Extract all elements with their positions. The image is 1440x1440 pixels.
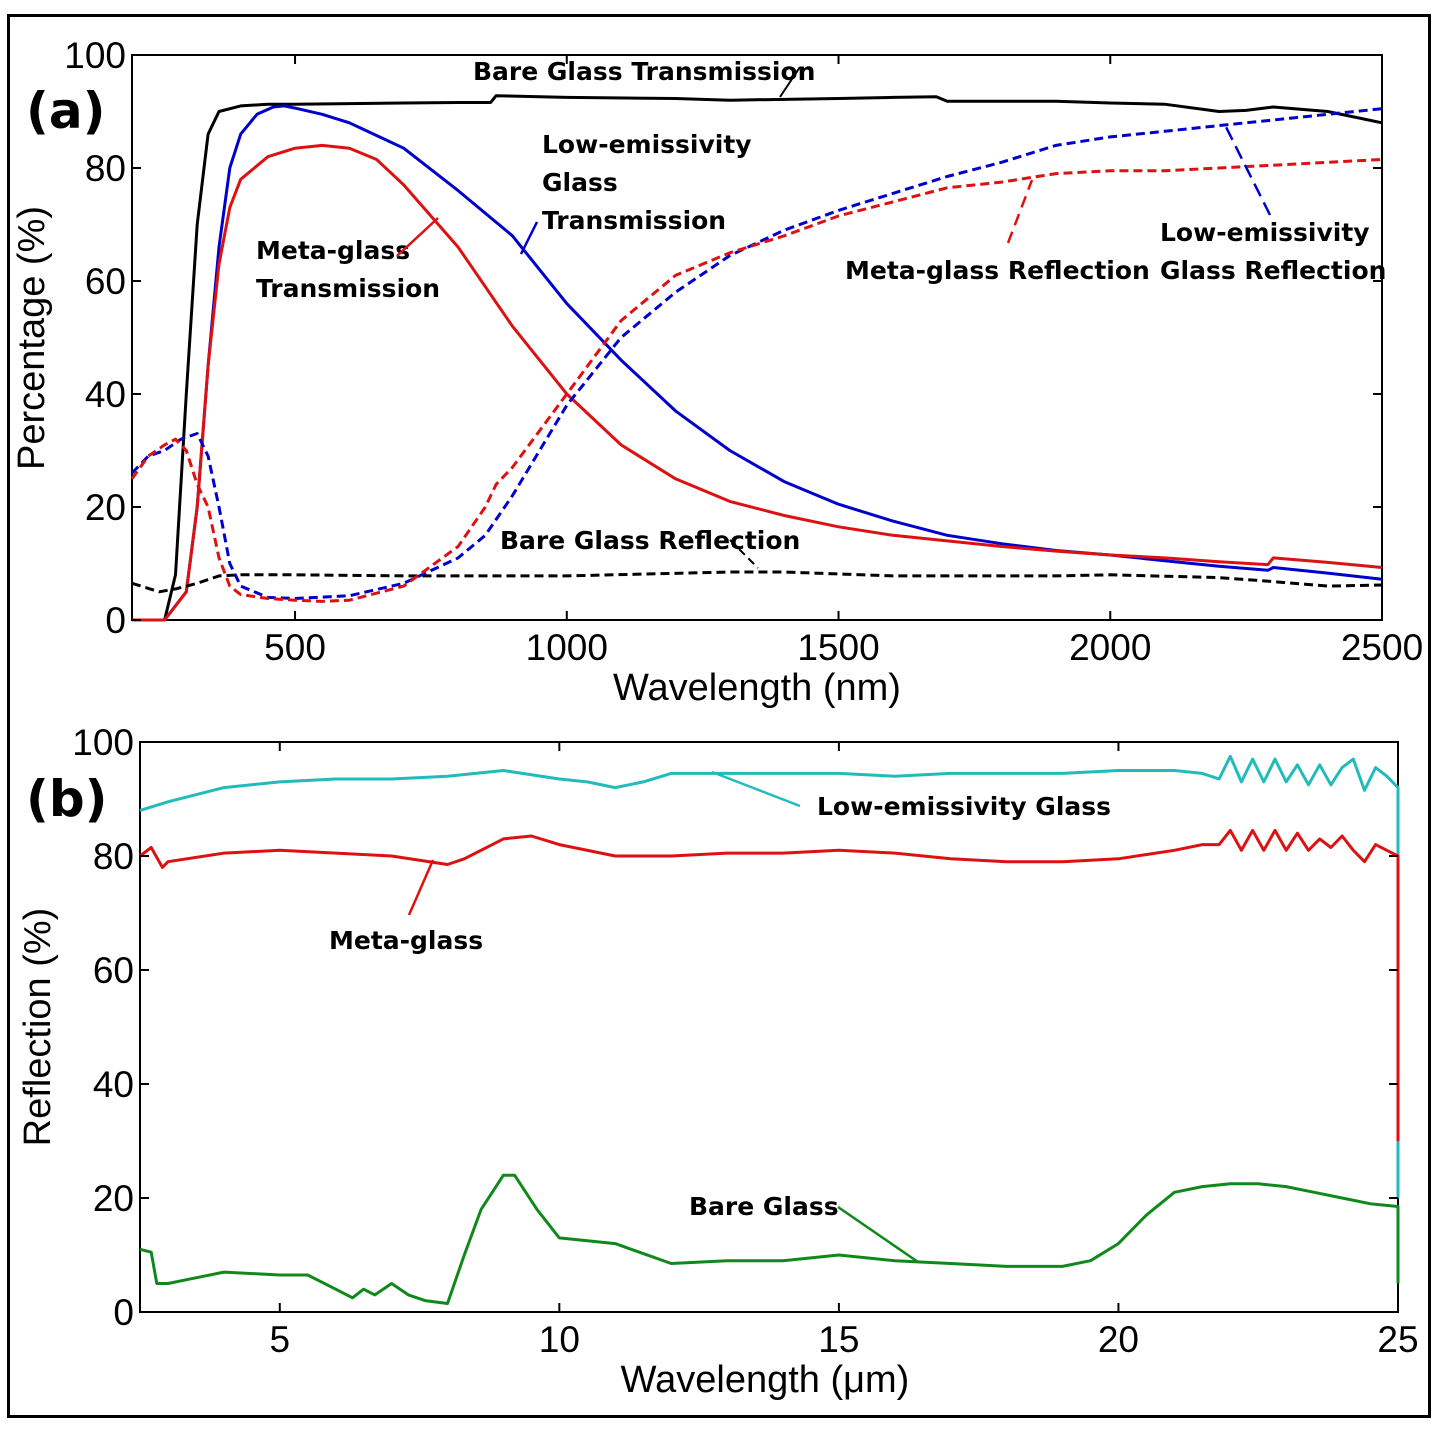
panel-a-x-tick-label: 1000 [526,627,608,668]
panel-b-x-tick-label: 25 [1377,1319,1418,1360]
panel-b-label: (b) [26,770,108,828]
annotation-meta-glass-reflection: Meta-glass Reflection [845,256,1150,285]
panel-b-plot-area [139,741,1399,1313]
panel-b-y-tick-label: 0 [113,1292,134,1333]
panel-a-y-tick-label: 100 [64,35,126,76]
panel-a-y-tick-label: 60 [85,261,126,302]
panel-a-label: (a) [26,82,105,140]
panel-a-y-tick-label: 80 [85,148,126,189]
panel-b-x-tick-label: 10 [539,1319,580,1360]
leader-bare-glass-transmission [779,66,801,98]
panel-a-x-tick-label: 1500 [797,627,879,668]
annotation-meta-glass-transmission: Meta-glass Transmission [256,236,440,303]
panel-b-x-tick-label: 5 [269,1319,290,1360]
annotation-bare-glass-reflection: Bare Glass Reflection [500,526,800,555]
panel-b-chart: 5 10 15 20 25 0 20 40 60 80 100 (b) Wavelength (μm… [17,722,1419,1401]
panel-b-y-axis-label: Reflection (%) [17,908,59,1147]
panel-b-y-tick-label: 80 [93,836,134,877]
panel-a-x-tick-label: 500 [264,627,326,668]
panel-b-y-tick-label: 40 [93,1064,134,1105]
panel-a-plot-area [131,54,1383,621]
annotation-low-e-glass: Low-emissivity Glass [817,792,1111,821]
annotation-meta-glass: Meta-glass [329,926,483,955]
leader-low-e-reflection [1223,124,1272,216]
panel-b-series-group [139,754,1400,1305]
leader-meta-glass-reflection [1006,179,1034,244]
panel-a-y-tick-label: 40 [85,374,126,415]
annotation-low-e-reflection: Low-emissivity Glass Reflection [1160,218,1386,285]
panel-a-series-bare-glass-transmission [132,94,1383,622]
panel-a-x-tick-label: 2000 [1069,627,1151,668]
panel-a-series-group [130,94,1383,622]
panel-a-series-low-emissivity-glass-reflection [130,107,1383,600]
panel-b-x-tick-label: 15 [818,1319,859,1360]
panel-b-y-tick-label: 20 [93,1178,134,1219]
panel-a-x-tick-label: 2500 [1341,627,1423,668]
panel-b-series-bare-glass [139,1173,1400,1305]
panel-b-x-tick-label: 20 [1098,1319,1139,1360]
panel-a-y-tick-label: 0 [105,600,126,641]
panel-a-chart: 500 1000 1500 2000 2500 0 20 40 60 80 100 (a) Wave… [11,35,1423,709]
panel-a-ticks-group: 500 1000 1500 2000 2500 0 20 40 60 80 100 [64,35,1423,668]
annotation-bare-glass: Bare Glass [689,1192,839,1221]
panel-a-series-meta-glass-reflection [130,158,1383,603]
panel-a-y-axis-label: Percentage (%) [11,206,53,470]
leader-meta-glass-transmission [396,217,439,257]
panel-a-series-bare-glass-reflection [131,570,1383,594]
panel-b-series-low-emissivity-glass [139,754,1400,1198]
panel-b-y-tick-label: 100 [72,722,134,763]
panel-a-x-axis-label: Wavelength (nm) [613,667,901,709]
annotation-low-e-transmission: Low-emissivity Glass Transmission [542,130,760,235]
panel-b-y-tick-label: 60 [93,950,134,991]
panel-b-ticks-group: 5 10 15 20 25 0 20 40 60 80 100 [72,722,1418,1360]
leader-bare-glass-reflection [729,539,759,569]
leader-low-e-transmission [519,221,539,255]
panel-b-series-meta-glass [139,828,1400,1141]
leader-meta-glass [407,859,435,916]
figure-frame [7,14,1431,1418]
panel-b-x-axis-label: Wavelength (μm) [621,1359,910,1401]
leader-bare-glass [837,1205,919,1264]
annotation-bare-glass-transmission: Bare Glass Transmission [473,57,815,86]
panel-a-y-tick-label: 20 [85,487,126,528]
leader-low-e-glass [711,770,801,808]
